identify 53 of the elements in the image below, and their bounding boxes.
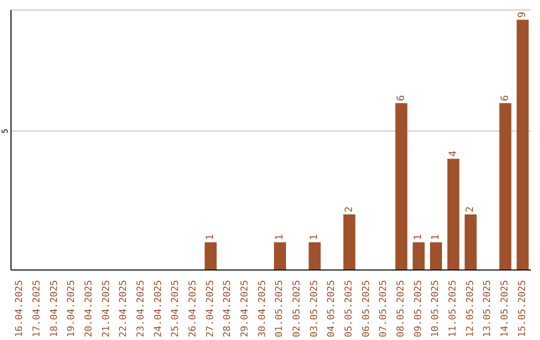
- x-tick-label: 14.05.2025: [500, 280, 510, 338]
- x-tick-label: 15.05.2025: [516, 280, 528, 338]
- x-tick-label: 12.05.2025: [464, 280, 476, 338]
- x-tick-label: 27.04.2025: [204, 280, 216, 338]
- data-label: 1: [413, 234, 424, 240]
- x-tick-label: 20.04.2025: [84, 280, 94, 338]
- data-label: 2: [344, 206, 355, 212]
- x-tick-label: 11.05.2025: [448, 280, 458, 338]
- x-tick-label: 25.04.2025: [170, 280, 182, 338]
- bar: [343, 214, 356, 270]
- x-tick-label: 05.05.2025: [344, 280, 354, 338]
- x-tick-label: 26.04.2025: [188, 280, 198, 338]
- x-tick-label: 09.05.2025: [412, 280, 424, 338]
- data-label: 1: [309, 234, 320, 240]
- bar: [499, 103, 512, 270]
- x-tick-label: 24.04.2025: [152, 280, 164, 338]
- x-tick-label: 02.05.2025: [292, 280, 302, 338]
- x-tick-label: 08.05.2025: [396, 280, 406, 338]
- data-label: 2: [465, 206, 476, 212]
- x-tick-label: 04.05.2025: [326, 280, 338, 338]
- x-tick-label: 13.05.2025: [482, 280, 494, 338]
- data-label: 6: [396, 95, 407, 102]
- x-tick-label: 10.05.2025: [430, 280, 442, 338]
- x-tick-label: 07.05.2025: [378, 280, 390, 338]
- bar: [430, 242, 442, 270]
- data-label: 1: [430, 234, 442, 240]
- x-tick-label: 22.04.2025: [118, 280, 130, 338]
- x-tick-label: 03.05.2025: [308, 280, 320, 338]
- data-label: 1: [205, 234, 216, 240]
- x-tick-label: 06.05.2025: [360, 280, 372, 338]
- x-tick-label: 18.04.2025: [48, 280, 60, 338]
- bar: [464, 214, 477, 270]
- x-tick-label: 21.04.2025: [100, 280, 112, 338]
- bar: [412, 242, 425, 270]
- x-tick-label: 30.04.2025: [256, 280, 268, 338]
- x-tick-label: 28.04.2025: [222, 280, 234, 338]
- bar: [447, 158, 460, 270]
- data-label: 4: [448, 150, 459, 157]
- bar: [308, 242, 321, 270]
- data-label: 9: [517, 12, 528, 18]
- x-tick-label: 01.05.2025: [274, 280, 286, 338]
- bar: [274, 242, 286, 270]
- bar: [204, 242, 217, 270]
- bar: [516, 20, 529, 270]
- data-label: 1: [274, 234, 286, 240]
- x-tick-label: 23.04.2025: [136, 280, 146, 338]
- x-tick-label: 19.04.2025: [66, 280, 78, 338]
- x-tick-label: 17.04.2025: [32, 280, 42, 338]
- x-tick-label: 29.04.2025: [240, 280, 250, 338]
- bar: [395, 103, 408, 270]
- x-tick-label: 16.04.2025: [14, 280, 26, 338]
- data-label: 6: [500, 95, 511, 102]
- y-tick-label: 5: [0, 128, 10, 134]
